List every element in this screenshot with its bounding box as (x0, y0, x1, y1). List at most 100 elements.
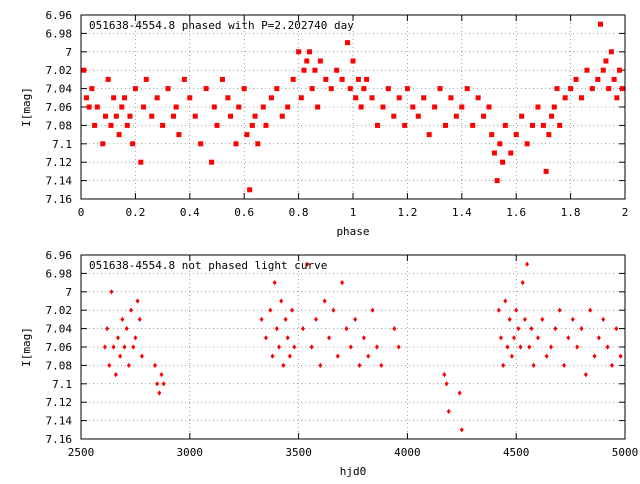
data-point (531, 362, 536, 368)
data-point (522, 316, 527, 322)
data-point (507, 316, 512, 322)
data-point (160, 122, 166, 128)
data-point (296, 49, 302, 55)
data-point (130, 141, 136, 147)
data-point (92, 122, 98, 128)
data-point (392, 326, 397, 332)
data-point (608, 49, 614, 55)
data-point (614, 95, 620, 101)
data-point (152, 362, 157, 368)
data-point (113, 113, 119, 119)
data-point (283, 316, 288, 322)
data-point (270, 353, 275, 359)
data-point (524, 141, 530, 147)
data-point (350, 58, 356, 64)
x-tick-label: 5000 (612, 446, 639, 459)
data-point (129, 307, 134, 313)
data-point (546, 132, 552, 138)
data-point (268, 95, 274, 101)
data-point (446, 408, 451, 414)
data-point (89, 86, 95, 92)
data-point (553, 326, 558, 332)
data-point (601, 316, 606, 322)
data-point (498, 335, 503, 341)
data-point (345, 40, 351, 46)
x-axis-label: hjd0 (340, 465, 367, 478)
data-point (562, 95, 568, 101)
data-point (143, 76, 149, 82)
x-tick-label: 0.2 (125, 206, 145, 219)
data-point (573, 76, 579, 82)
data-point (161, 381, 166, 387)
data-point (347, 86, 353, 92)
y-tick-label: 7.02 (46, 64, 73, 77)
data-point (353, 95, 359, 101)
data-point (513, 132, 519, 138)
data-point (259, 316, 264, 322)
x-tick-label: 4500 (503, 446, 530, 459)
data-point (120, 316, 125, 322)
data-point (453, 113, 459, 119)
data-point (459, 104, 465, 110)
x-tick-label: 1.8 (561, 206, 581, 219)
data-point (100, 141, 106, 147)
data-point (244, 132, 250, 138)
data-point (503, 298, 508, 304)
data-point (489, 132, 495, 138)
data-point (260, 104, 266, 110)
data-point (543, 168, 549, 174)
data-point (86, 104, 92, 110)
data-point (314, 316, 319, 322)
data-point (530, 122, 536, 128)
data-point (426, 132, 432, 138)
unphased-light-curve-panel: 6.96 6.98 7 7.02 7.04 7.06 7.08 7.1 7.12 7.14 7.16… (20, 249, 638, 478)
data-point (598, 21, 604, 27)
y-tick-label: 7 (65, 46, 72, 59)
data-point (228, 113, 234, 119)
data-point (272, 280, 277, 286)
y-tick-label: 6.96 (46, 9, 73, 22)
chart-title: 051638-4554.8 not phased light curve (89, 259, 327, 272)
data-point (508, 150, 514, 156)
data-point (584, 67, 590, 73)
x-tick-label: 1.6 (506, 206, 526, 219)
data-point (305, 261, 310, 267)
data-point (366, 353, 371, 359)
data-point (525, 261, 530, 267)
x-tick-label: 4000 (394, 446, 421, 459)
data-point (252, 113, 258, 119)
data-point (334, 67, 340, 73)
data-point (315, 104, 321, 110)
data-point (516, 326, 521, 332)
data-point (81, 67, 87, 73)
data-point (135, 298, 140, 304)
data-point (109, 289, 114, 295)
data-point (132, 86, 138, 92)
data-point (557, 122, 563, 128)
data-point (274, 326, 279, 332)
data-point (570, 316, 575, 322)
data-point (603, 58, 609, 64)
data-point (518, 344, 523, 350)
data-point (588, 307, 593, 313)
data-point (535, 104, 541, 110)
data-point (481, 113, 487, 119)
data-point (457, 390, 462, 396)
data-point (494, 178, 500, 184)
data-point (241, 86, 247, 92)
data-point (505, 344, 510, 350)
data-point (355, 76, 361, 82)
x-axis-label: phase (336, 225, 369, 238)
data-point (118, 353, 123, 359)
x-tick-label: 3500 (285, 446, 312, 459)
y-tick-label: 7.14 (46, 415, 73, 428)
data-point (124, 326, 129, 332)
data-point (374, 344, 379, 350)
data-point (497, 141, 503, 147)
data-point (113, 372, 118, 378)
x-tick-label: 3000 (177, 446, 204, 459)
data-point (551, 104, 557, 110)
data-point (501, 362, 506, 368)
y-axis-label: I[mag] (20, 327, 33, 367)
x-tick-label: 2500 (68, 446, 95, 459)
